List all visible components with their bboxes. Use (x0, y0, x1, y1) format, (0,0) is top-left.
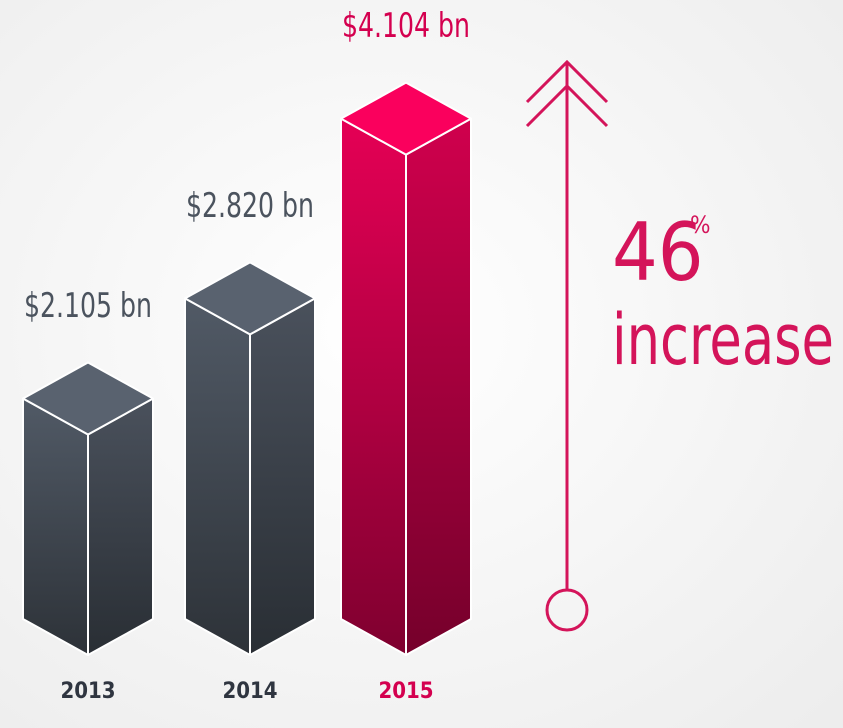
value-label: $2.105 bn (24, 286, 152, 326)
bar (184, 261, 316, 656)
bar-top-face (22, 361, 154, 436)
bar-right-face (405, 117, 472, 656)
value-label: $4.104 bn (342, 6, 470, 46)
bar-left-face (340, 117, 407, 656)
increase-arrow (525, 59, 609, 632)
x-tick-label: 2015 (378, 679, 433, 704)
bar-left-face (184, 297, 251, 656)
x-tick-label: 2014 (222, 679, 277, 704)
percent-symbol: % (690, 211, 711, 239)
value-label: $2.820 bn (186, 186, 314, 226)
bar-right-face (249, 297, 316, 656)
percent-value: 46 (612, 206, 704, 299)
bar (340, 81, 472, 656)
bar-top-face (340, 81, 472, 156)
bar-left-face (22, 397, 89, 656)
annotation-label: increase (612, 299, 834, 381)
bar (22, 361, 154, 656)
bar-right-face (87, 397, 154, 656)
bar-top-face (184, 261, 316, 336)
x-tick-label: 2013 (60, 679, 115, 704)
